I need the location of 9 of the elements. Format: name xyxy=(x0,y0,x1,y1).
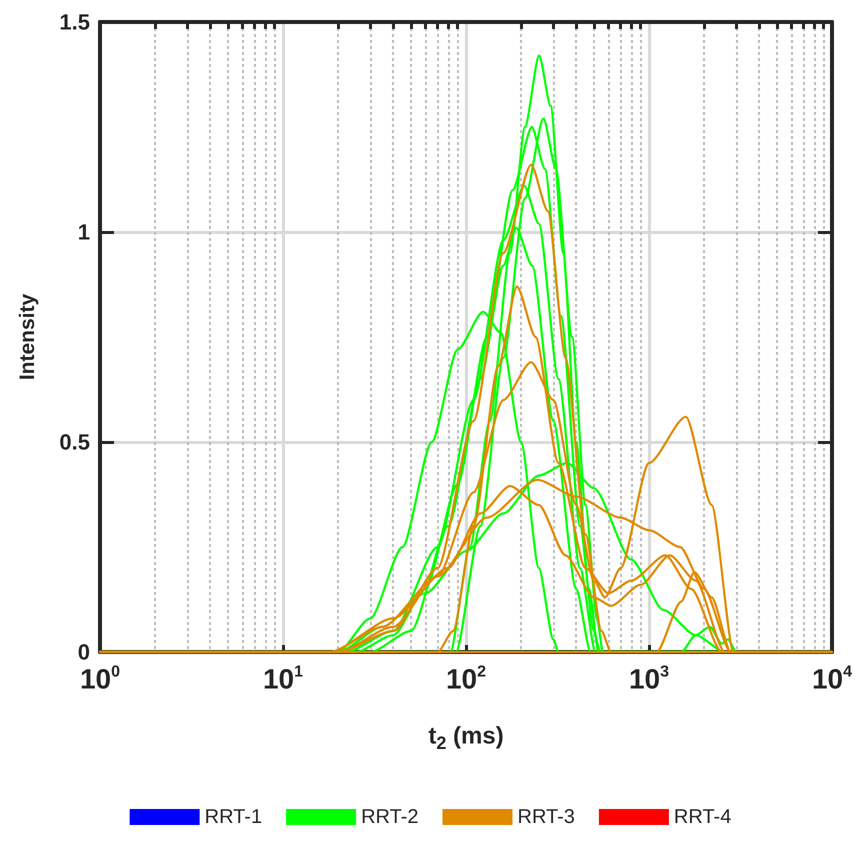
legend-label: RRT-4 xyxy=(674,806,732,828)
legend-label: RRT-3 xyxy=(518,806,575,828)
y-tick-label: 1 xyxy=(78,220,90,244)
y-tick-label: 0.5 xyxy=(59,430,90,454)
y-tick-label: 1.5 xyxy=(59,10,90,34)
y-axis-title: Intensity xyxy=(16,294,39,380)
legend-label: RRT-2 xyxy=(361,806,418,828)
y-tick-label: 0 xyxy=(78,640,90,664)
legend-label: RRT-1 xyxy=(204,806,262,828)
